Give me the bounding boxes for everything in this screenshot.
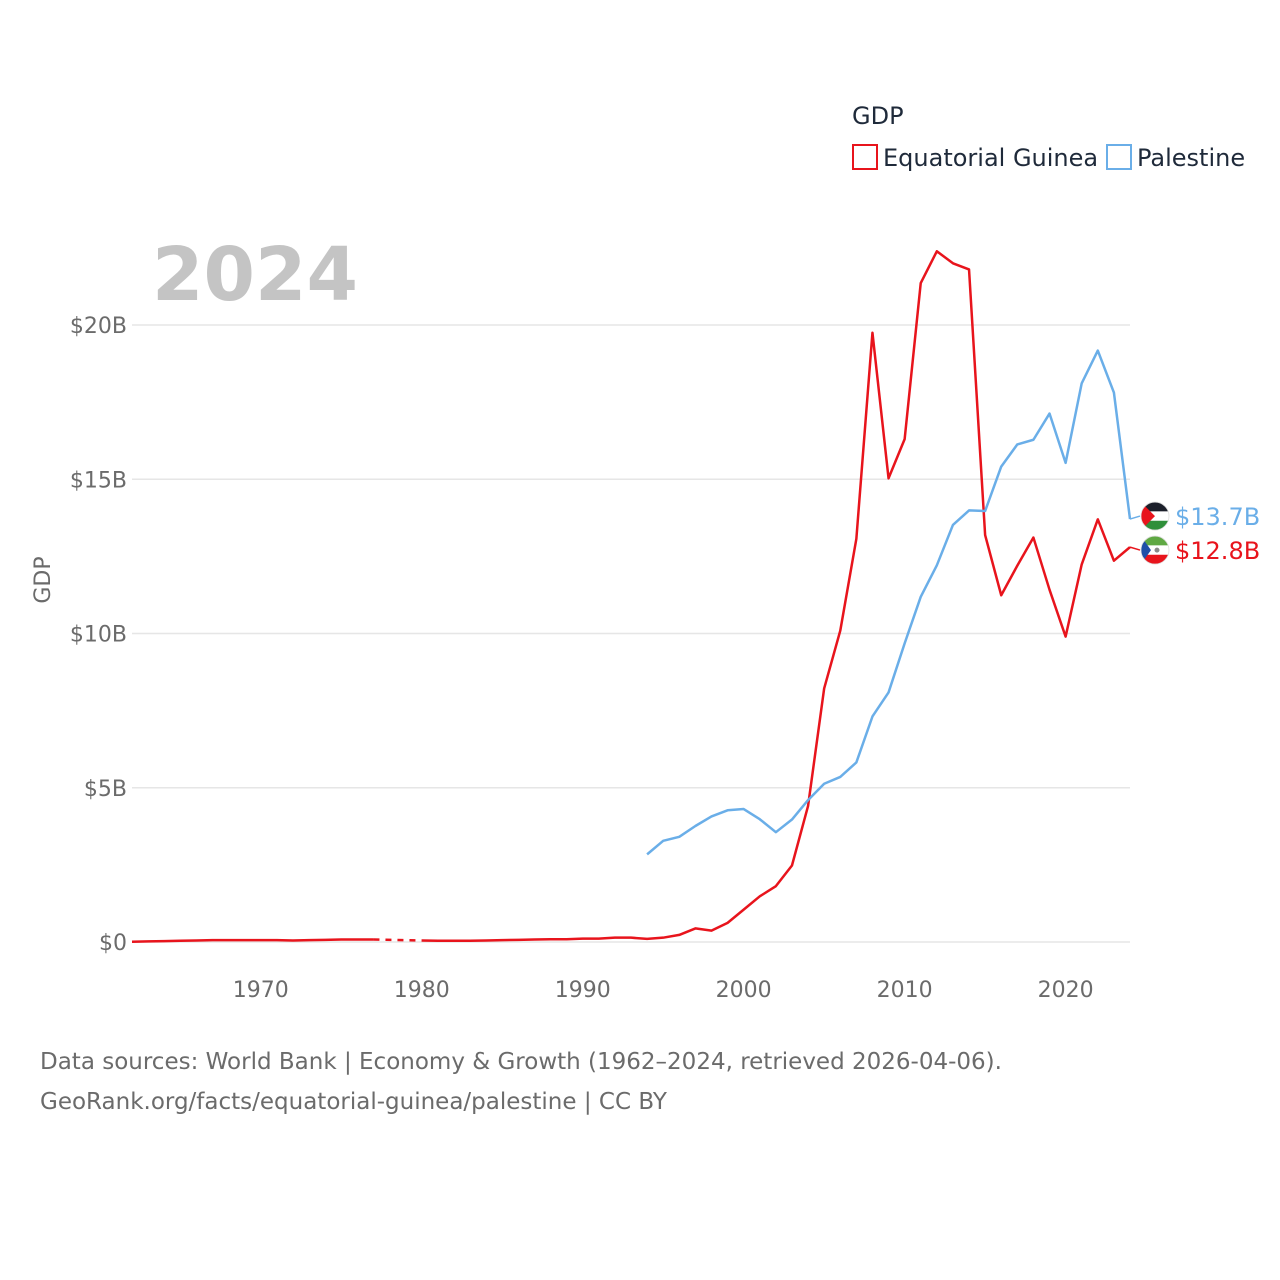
y-axis-title: GDP [31,556,56,603]
x-tick-label: 2000 [716,978,772,1003]
year-label: 2024 [152,232,358,318]
legend-label-palestine: Palestine [1137,144,1245,172]
legend-title: GDP [852,102,904,130]
series-line-palestine [646,349,1132,856]
source-line-1: Data sources: World Bank | Economy & Gro… [40,1049,1002,1075]
y-tick-label: $0 [99,931,127,956]
y-tick-label: $10B [70,623,127,648]
x-tick-label: 2020 [1038,978,1094,1003]
equatorial-guinea-flag-icon [1140,535,1170,565]
end-labels: $13.7B $12.8B [1129,501,1260,565]
series-line-equatorial-guinea [131,938,374,943]
source-line-2: GeoRank.org/facts/equatorial-guinea/pale… [40,1089,667,1115]
x-tick-label: 1980 [394,978,450,1003]
palestine-flag-icon [1140,501,1170,531]
y-tick-label: $5B [84,777,127,802]
x-tick-label: 1990 [555,978,611,1003]
end-label-equatorial-guinea: $12.8B [1175,537,1260,565]
legend-swatch-palestine [1106,144,1132,170]
legend: GDP Equatorial Guinea Palestine [852,102,1245,172]
gridlines [132,324,1130,943]
x-tick-label: 1970 [233,978,289,1003]
end-connector-equatorial-guinea [1129,546,1141,551]
y-tick-label: $20B [70,314,127,339]
series-line-equatorial-guinea [421,250,1131,943]
end-connector-palestine [1129,515,1141,520]
series-lines [131,250,1132,943]
x-axis-ticks: 1970 1980 1990 2000 2010 2020 [233,978,1094,1003]
legend-swatch-equatorial-guinea [852,144,878,170]
y-tick-label: $15B [70,468,127,493]
legend-label-equatorial-guinea: Equatorial Guinea [883,144,1098,172]
y-axis-ticks: $0 $5B $10B $15B $20B [70,314,127,956]
series-gap-equatorial-guinea [373,938,422,942]
data-source-note: Data sources: World Bank | Economy & Gro… [40,1042,1002,1122]
x-tick-label: 2010 [877,978,933,1003]
end-label-palestine: $13.7B [1175,503,1260,531]
